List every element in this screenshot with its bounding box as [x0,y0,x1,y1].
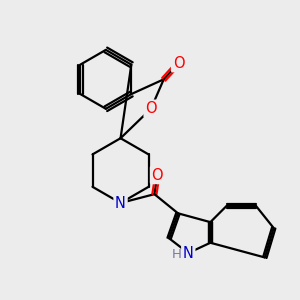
Text: H: H [172,248,182,261]
Text: N: N [183,246,194,261]
Text: O: O [145,101,157,116]
Text: O: O [152,167,163,182]
Text: N: N [115,196,126,211]
Text: O: O [172,56,184,70]
